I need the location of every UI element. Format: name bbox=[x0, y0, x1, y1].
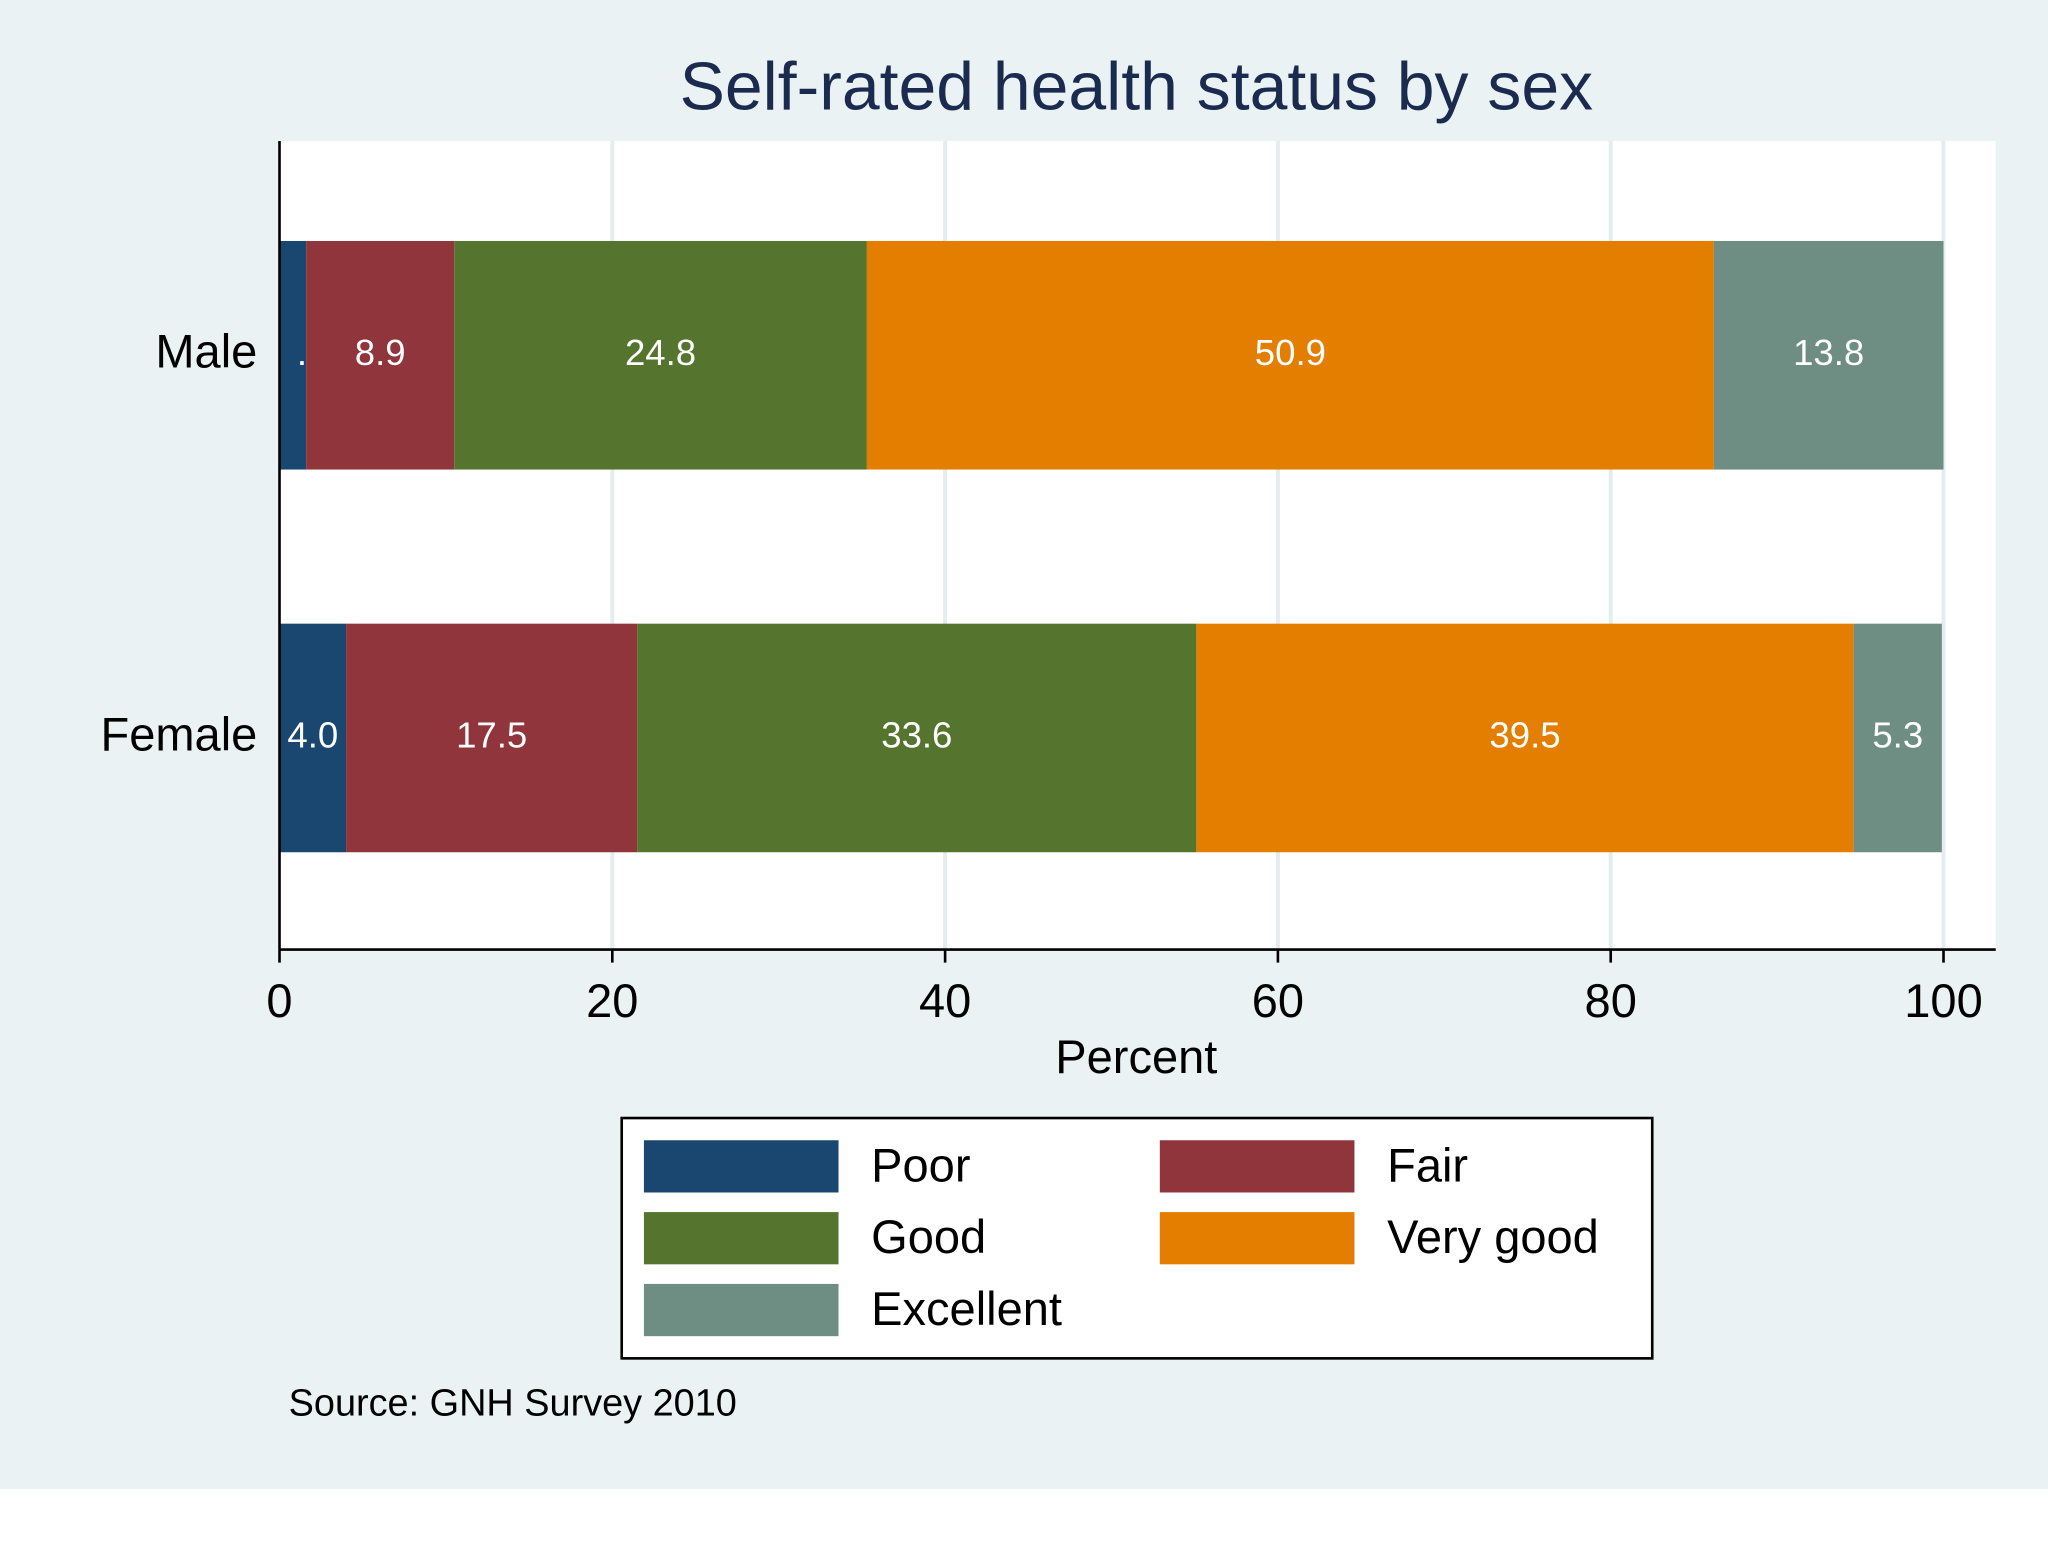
legend-label: Fair bbox=[1387, 1138, 1468, 1191]
data-label: 17.5 bbox=[456, 715, 527, 756]
data-label: 8.9 bbox=[355, 332, 406, 373]
data-label: 50.9 bbox=[1255, 332, 1326, 373]
legend-swatch bbox=[1159, 1140, 1355, 1193]
bar-segment bbox=[279, 623, 347, 853]
bar-segment bbox=[346, 623, 638, 853]
bar-segment bbox=[866, 240, 1714, 470]
legend-label: Good bbox=[871, 1210, 986, 1263]
bar-segment bbox=[306, 240, 455, 470]
legend-swatch bbox=[643, 1140, 839, 1193]
x-tick-label: 60 bbox=[1252, 974, 1304, 1027]
x-axis-label: Percent bbox=[1055, 1030, 1217, 1083]
y-tick-label: Male bbox=[155, 325, 257, 378]
bar-segment bbox=[279, 240, 307, 470]
legend-swatch bbox=[1159, 1212, 1355, 1265]
bar-segment bbox=[1853, 623, 1942, 853]
bar-segment bbox=[637, 623, 1197, 853]
legend-label: Poor bbox=[871, 1138, 970, 1191]
data-label: 39.5 bbox=[1489, 715, 1560, 756]
x-tick-label: 80 bbox=[1585, 974, 1637, 1027]
x-tick-label: 40 bbox=[919, 974, 971, 1027]
legend-label: Very good bbox=[1387, 1210, 1599, 1263]
source-note: Source: GNH Survey 2010 bbox=[289, 1382, 737, 1424]
legend-label: Excellent bbox=[871, 1282, 1062, 1335]
bar-segment bbox=[454, 240, 867, 470]
x-tick-label: 100 bbox=[1904, 974, 1982, 1027]
x-tick-label: 0 bbox=[266, 974, 292, 1027]
data-label: 5.3 bbox=[1872, 715, 1923, 756]
bar-segment bbox=[1713, 240, 1944, 470]
y-tick-label: Female bbox=[101, 707, 258, 760]
data-label: 4.0 bbox=[287, 715, 338, 756]
data-label: 13.8 bbox=[1793, 332, 1864, 373]
legend-swatch bbox=[643, 1212, 839, 1265]
data-label: 33.6 bbox=[881, 715, 952, 756]
x-tick-label: 20 bbox=[586, 974, 638, 1027]
chart-title: Self-rated health status by sex bbox=[680, 49, 1593, 124]
bar-segment bbox=[1196, 623, 1854, 853]
data-label: 24.8 bbox=[625, 332, 696, 373]
legend-swatch bbox=[643, 1283, 839, 1337]
